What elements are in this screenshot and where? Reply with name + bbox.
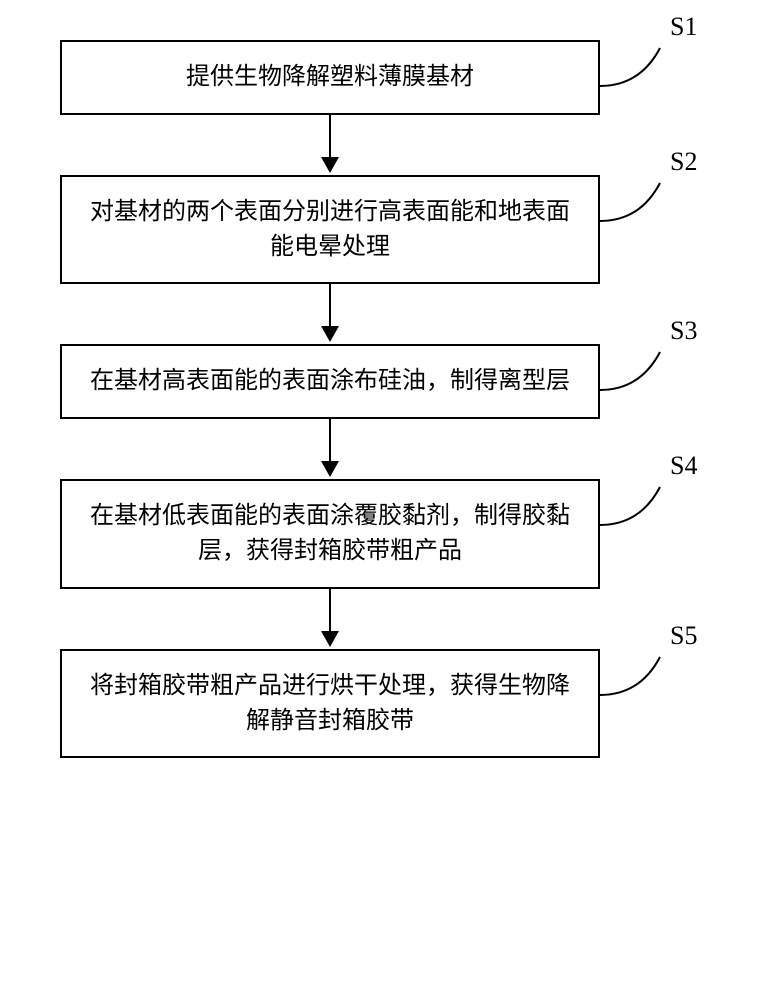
arrow-line [329, 419, 331, 463]
process-flowchart: 提供生物降解塑料薄膜基材 S1 对基材的两个表面分别进行高表面能和地表面能电晕处… [60, 40, 700, 758]
step-row: 将封箱胶带粗产品进行烘干处理，获得生物降解静音封箱胶带 S5 [60, 649, 700, 759]
step-label: S1 [670, 12, 697, 42]
arrow [60, 284, 600, 344]
leader-curve-icon [600, 342, 680, 392]
step-box-s1: 提供生物降解塑料薄膜基材 [60, 40, 600, 115]
leader-curve-icon [600, 38, 680, 88]
arrow-head-icon [321, 326, 339, 342]
step-label-wrap: S5 [600, 649, 700, 689]
step-box-s2: 对基材的两个表面分别进行高表面能和地表面能电晕处理 [60, 175, 600, 285]
step-row: 在基材低表面能的表面涂覆胶黏剂，制得胶黏层，获得封箱胶带粗产品 S4 [60, 479, 700, 589]
leader-curve-icon [600, 477, 680, 527]
arrow [60, 589, 600, 649]
step-row: 提供生物降解塑料薄膜基材 S1 [60, 40, 700, 115]
step-label-wrap: S2 [600, 175, 700, 215]
arrow [60, 419, 600, 479]
step-text: 提供生物降解塑料薄膜基材 [186, 60, 474, 95]
arrow-head-icon [321, 631, 339, 647]
step-text: 对基材的两个表面分别进行高表面能和地表面能电晕处理 [90, 195, 570, 265]
step-box-s5: 将封箱胶带粗产品进行烘干处理，获得生物降解静音封箱胶带 [60, 649, 600, 759]
leader-curve-icon [600, 173, 680, 223]
step-label-wrap: S1 [600, 40, 700, 80]
step-label: S2 [670, 147, 697, 177]
step-label: S3 [670, 316, 697, 346]
step-row: 在基材高表面能的表面涂布硅油，制得离型层 S3 [60, 344, 700, 419]
step-label: S5 [670, 621, 697, 651]
step-box-s3: 在基材高表面能的表面涂布硅油，制得离型层 [60, 344, 600, 419]
step-label: S4 [670, 451, 697, 481]
arrow-line [329, 115, 331, 159]
step-row: 对基材的两个表面分别进行高表面能和地表面能电晕处理 S2 [60, 175, 700, 285]
step-text: 在基材高表面能的表面涂布硅油，制得离型层 [90, 364, 570, 399]
arrow-head-icon [321, 461, 339, 477]
leader-curve-icon [600, 647, 680, 697]
step-text: 将封箱胶带粗产品进行烘干处理，获得生物降解静音封箱胶带 [90, 669, 570, 739]
step-box-s4: 在基材低表面能的表面涂覆胶黏剂，制得胶黏层，获得封箱胶带粗产品 [60, 479, 600, 589]
arrow-head-icon [321, 157, 339, 173]
arrow-line [329, 589, 331, 633]
step-text: 在基材低表面能的表面涂覆胶黏剂，制得胶黏层，获得封箱胶带粗产品 [90, 499, 570, 569]
arrow-line [329, 284, 331, 328]
step-label-wrap: S4 [600, 479, 700, 519]
arrow [60, 115, 600, 175]
step-label-wrap: S3 [600, 344, 700, 384]
